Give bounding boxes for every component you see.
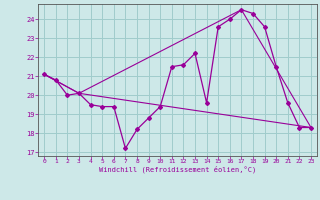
X-axis label: Windchill (Refroidissement éolien,°C): Windchill (Refroidissement éolien,°C) bbox=[99, 166, 256, 173]
